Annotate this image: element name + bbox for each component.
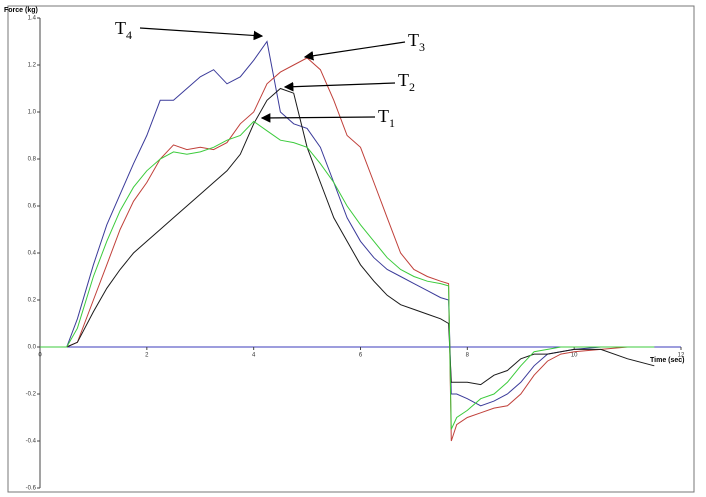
y-tick-label: 0.4 [28,251,37,257]
annotation: T1 [378,106,395,130]
series-line [40,57,655,442]
annotation-text: T [408,30,419,50]
series-line [40,87,655,386]
annotation-subscript: 1 [389,116,395,130]
x-tick-label: 10 [571,353,578,359]
y-tick-label: 1.0 [28,110,37,116]
x-tick-label: 4 [252,353,256,359]
annotation-text: T [398,70,409,90]
annotation-arrow [260,113,376,123]
annotation-arrow [283,81,396,92]
annotation-subscript: 4 [126,28,132,42]
x-tick-label: 0 [38,353,42,359]
annotation: T4 [115,18,132,42]
series-line [40,40,655,407]
annotation-subscript: 3 [419,40,425,54]
y-axis-title: Force (kg) [4,7,38,14]
annotation-text: T [115,18,126,38]
y-tick-label: 1.2 [28,63,37,69]
annotation-arrow [139,27,264,41]
annotation: T3 [408,30,425,54]
y-tick-label: -0.6 [26,486,37,492]
y-tick-label: 0.6 [28,204,37,210]
annotation-text: T [378,106,389,126]
annotation-arrow [303,41,406,61]
annotation: T2 [398,70,415,94]
series-line [40,120,655,430]
annotation-subscript: 2 [409,80,415,94]
y-tick-label: 0.8 [28,157,37,163]
x-tick-label: 6 [359,353,363,359]
y-tick-label: 1.4 [28,16,37,22]
x-axis-title: Time (sec) [650,357,685,364]
y-tick-label: 0.2 [28,298,37,304]
x-tick-label: 8 [466,353,470,359]
y-tick-label: 0.0 [28,345,37,351]
x-tick-label: 2 [145,353,149,359]
x-tick-label: 12 [678,353,685,359]
y-tick-label: -0.2 [26,392,37,398]
y-tick-label: -0.4 [26,439,37,445]
